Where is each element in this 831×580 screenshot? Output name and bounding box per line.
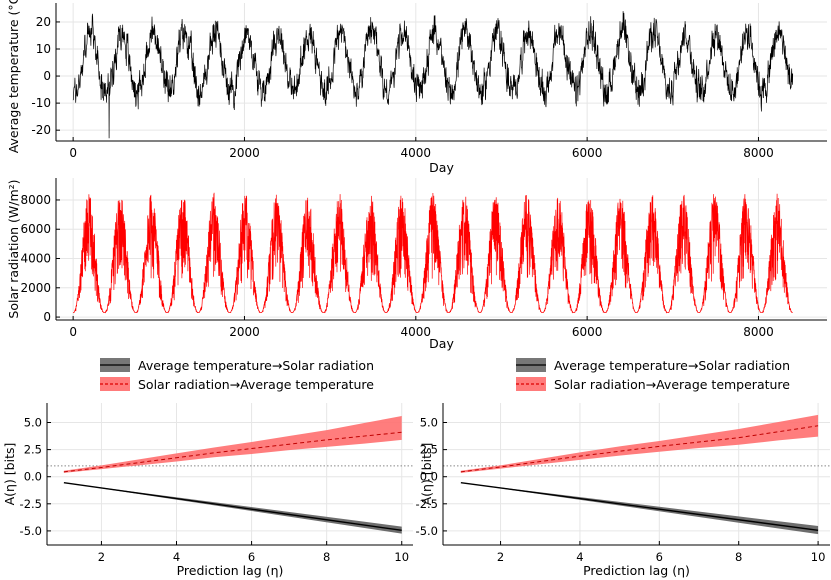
x-tick-label: 10 (811, 550, 826, 564)
y-tick-label: 4000 (20, 252, 51, 266)
x-tick-label: 8000 (743, 146, 774, 160)
y-tick-label: 0 (43, 310, 51, 324)
panel-solar: 0 2000 4000 6000 8000 0 2000 4000 6000 8000 Day Sol… (6, 178, 827, 351)
y-tick-label: -2.5 (416, 497, 438, 511)
x-tick-label: 4 (576, 550, 583, 564)
y-axis-label: A(η) [bits] (2, 443, 17, 506)
x-tick-label: 0 (69, 146, 77, 160)
y-tick-label: 8000 (20, 193, 51, 207)
panel-temp: 0 2000 4000 6000 8000 -20 -10 0 10 20 Day Average t… (6, 0, 827, 175)
x-tick-label: 4000 (401, 325, 432, 339)
y-tick-label: -2.5 (20, 497, 42, 511)
y-tick-label: 6000 (20, 222, 51, 236)
legend-label-temp-to-solar: Average temperature→Solar radiation (554, 358, 790, 373)
y-tick-label: 10 (36, 42, 51, 56)
y-tick-label: 20 (36, 15, 51, 29)
x-axis-label: Day (429, 160, 454, 175)
y-tick-label: 5.0 (24, 416, 42, 430)
y-tick-label: 0.0 (24, 470, 42, 484)
x-tick-label: 8000 (743, 325, 774, 339)
band-solar-to-temp (460, 414, 819, 473)
x-tick-label: 2000 (229, 325, 260, 339)
y-tick-label: -5.0 (416, 524, 438, 538)
x-axis-label: Prediction lag (η) (177, 563, 284, 578)
y-tick-label: 5.0 (420, 416, 438, 430)
y-tick-label: 0.0 (420, 470, 438, 484)
x-tick-label: 2 (98, 550, 105, 564)
legend-label-temp-to-solar: Average temperature→Solar radiation (138, 358, 374, 373)
y-tick-label: -5.0 (20, 524, 42, 538)
band-temp-to-solar (460, 482, 819, 535)
y-axis-label: Solar radiation (W/m²) (6, 179, 21, 318)
line-temp-to-solar (63, 481, 402, 532)
y-tick-label: 0 (43, 69, 51, 83)
x-tick-label: 6 (656, 550, 663, 564)
y-tick-label: 2000 (20, 281, 51, 295)
x-tick-label: 4000 (401, 146, 432, 160)
legend-label-solar-to-temp: Solar radiation→Average temperature (554, 377, 790, 392)
line-solar-to-temp (63, 431, 402, 473)
y-tick-label: 2.5 (420, 443, 438, 457)
series-average-temperature (72, 11, 794, 139)
y-axis-label: A(η) [bits] (419, 443, 434, 506)
band-temp-to-solar (63, 482, 402, 534)
x-tick-label: 8 (735, 550, 742, 564)
y-tick-label: -20 (31, 123, 51, 137)
y-tick-label: -10 (31, 96, 51, 110)
x-tick-label: 2000 (229, 146, 260, 160)
x-tick-label: 6000 (572, 146, 603, 160)
y-axis-label: Average temperature (°C) (6, 0, 21, 153)
legend-lag_left: Average temperature→Solar radiation Solar… (100, 358, 374, 392)
series-solar-radiation (73, 192, 793, 314)
legend-lag_right: Average temperature→Solar radiation Solar… (516, 358, 790, 392)
band-solar-to-temp (63, 416, 402, 473)
panel-lag_right: 2 4 6 8 10 -5.0 -2.5 0.0 2.5 5.0 Prediction lag (η… (416, 403, 830, 578)
x-tick-label: 0 (69, 325, 77, 339)
legend-label-solar-to-temp: Solar radiation→Average temperature (138, 377, 374, 392)
x-tick-label: 8 (323, 550, 330, 564)
line-temp-to-solar (460, 481, 819, 532)
y-tick-label: 2.5 (24, 443, 42, 457)
x-tick-label: 10 (394, 550, 409, 564)
x-tick-label: 6 (248, 550, 255, 564)
x-tick-label: 6000 (572, 325, 603, 339)
x-axis-label: Prediction lag (η) (583, 563, 690, 578)
x-axis-label: Day (429, 336, 454, 351)
x-tick-label: 4 (173, 550, 180, 564)
x-tick-label: 2 (497, 550, 504, 564)
panel-lag_left: 2 4 6 8 10 -5.0 -2.5 0.0 2.5 5.0 Prediction lag (η… (2, 403, 413, 578)
